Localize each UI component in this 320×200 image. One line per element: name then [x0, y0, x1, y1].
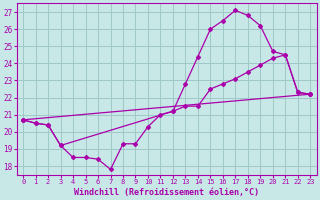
X-axis label: Windchill (Refroidissement éolien,°C): Windchill (Refroidissement éolien,°C): [74, 188, 259, 197]
